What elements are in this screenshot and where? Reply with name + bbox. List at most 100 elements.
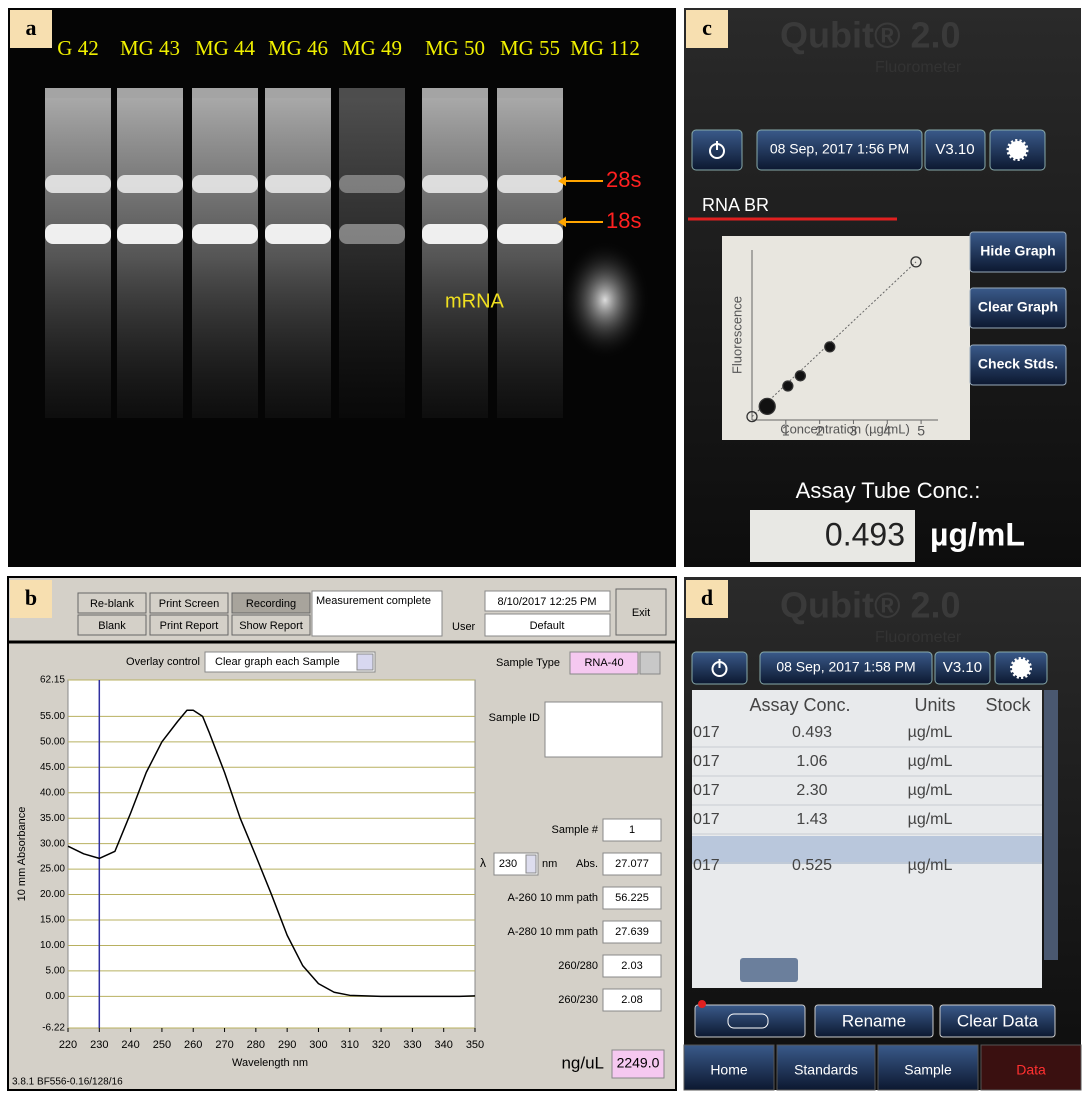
gel-well (422, 88, 488, 98)
readout-label: 260/230 (558, 994, 598, 1006)
gel-band-18s (497, 224, 563, 244)
x-tick-label: 260 (184, 1039, 202, 1051)
table-cell: 017 (693, 857, 720, 874)
spectrum-line (67, 709, 476, 998)
data-point (910, 256, 922, 268)
field-box (602, 988, 662, 1012)
table-cell: 1.43 (796, 811, 827, 828)
toolbar-button-label: Recording (246, 598, 296, 610)
y-tick-label: 50.00 (40, 736, 65, 747)
tab-label[interactable]: Data (1016, 1062, 1046, 1078)
y-tick-label: 10.00 (40, 940, 65, 951)
gel-band-18s (422, 224, 488, 244)
date-box (756, 129, 923, 171)
gel-lane (192, 98, 258, 418)
side-button-label: Clear Graph (978, 299, 1058, 315)
tab (877, 1044, 979, 1091)
readout-value: 27.077 (615, 858, 649, 870)
assay-name: RNA BR (702, 195, 769, 215)
toolbar-button-label: Print Report (160, 620, 219, 632)
brand: Qubit® 2.0 (780, 585, 961, 626)
toolbar-button (77, 614, 147, 636)
scroll-thumb (740, 958, 798, 982)
side-button (969, 344, 1067, 386)
x-tick-label: 270 (215, 1039, 233, 1051)
arrow-head (558, 217, 566, 227)
tab-label[interactable]: Home (710, 1062, 748, 1078)
tab-label[interactable]: Sample (904, 1062, 952, 1078)
y-tick-label: 45.00 (40, 762, 65, 773)
table-header: Assay Conc. (749, 695, 850, 715)
side-button-label: Hide Graph (980, 243, 1055, 259)
table-header: Stock (985, 695, 1031, 715)
gel-band-28s (339, 175, 405, 193)
x-axis-title: Wavelength nm (232, 1057, 308, 1069)
gel-band-28s (117, 175, 183, 193)
tab (776, 1044, 876, 1091)
readout-value: 56.225 (615, 892, 649, 904)
action-button-label: Rename (842, 1011, 906, 1030)
x-tick-label: 1 (782, 423, 790, 439)
exit-button (615, 588, 667, 636)
readout-label: Abs. (576, 858, 598, 870)
y-tick-label: -6.22 (42, 1023, 65, 1034)
gel-well (45, 88, 111, 98)
table-cell: 2.30 (796, 782, 827, 799)
gel-band-18s (265, 224, 331, 244)
lambda-unit: nm (542, 858, 557, 870)
gel-well (339, 88, 405, 98)
toolbar-button (231, 614, 311, 636)
lane-label: MG 46 (268, 36, 328, 60)
x-tick-label: 3 (850, 423, 858, 439)
gel-lane (45, 98, 111, 418)
result-value: 0.493 (825, 516, 905, 552)
tab (683, 1044, 775, 1091)
gel-band-18s (339, 224, 405, 244)
panel-label-box (10, 580, 52, 618)
gel-well (265, 88, 331, 98)
x-tick-label: 230 (90, 1039, 108, 1051)
result-box (750, 510, 915, 562)
toolbar-button (149, 614, 229, 636)
panel-label: c (702, 15, 712, 40)
gel-band-18s (45, 224, 111, 244)
gel-band-28s (45, 175, 111, 193)
gel-band-28s (265, 175, 331, 193)
readout-value: 2.08 (621, 994, 642, 1006)
x-axis-title: Concentration (µg/mL) (780, 421, 910, 436)
y-tick-label: 25.00 (40, 864, 65, 875)
y-tick-label: 5.00 (46, 966, 66, 977)
lambda-symbol: λ (480, 856, 486, 870)
x-tick-label: 240 (121, 1039, 139, 1051)
lane-label: MG 55 (500, 36, 560, 60)
gel-band-18s (117, 224, 183, 244)
gel-lane (117, 98, 183, 418)
y-tick-label: 0.00 (46, 991, 66, 1002)
version-box (934, 651, 991, 685)
row-highlight (692, 836, 1042, 864)
sub-brand: Fluorometer (875, 59, 962, 76)
table-cell: µg/mL (908, 724, 953, 741)
scrollbar (1044, 690, 1058, 960)
spinner (525, 854, 537, 874)
dropdown-arrow (639, 651, 661, 675)
y-tick-label: 35.00 (40, 813, 65, 824)
toolbar-button-label: Print Screen (159, 598, 220, 610)
gel-glow (560, 240, 650, 360)
date-time: 8/10/2017 12:25 PM (497, 596, 596, 608)
x-tick-label: 330 (403, 1039, 421, 1051)
gel-well (497, 88, 563, 98)
x-tick-label: 290 (278, 1039, 296, 1051)
version: V3.10 (935, 141, 974, 158)
table-cell: 017 (693, 724, 720, 741)
side-button (969, 287, 1067, 329)
table-cell: µg/mL (908, 782, 953, 799)
action-button-label: Clear Data (957, 1011, 1039, 1030)
tab-label[interactable]: Standards (794, 1062, 858, 1078)
field-box (602, 852, 662, 876)
sample-id-box (544, 701, 663, 758)
x-tick-label: 220 (59, 1039, 77, 1051)
status-box (311, 590, 443, 637)
data-point (794, 370, 807, 382)
sample-type-box (569, 651, 639, 675)
